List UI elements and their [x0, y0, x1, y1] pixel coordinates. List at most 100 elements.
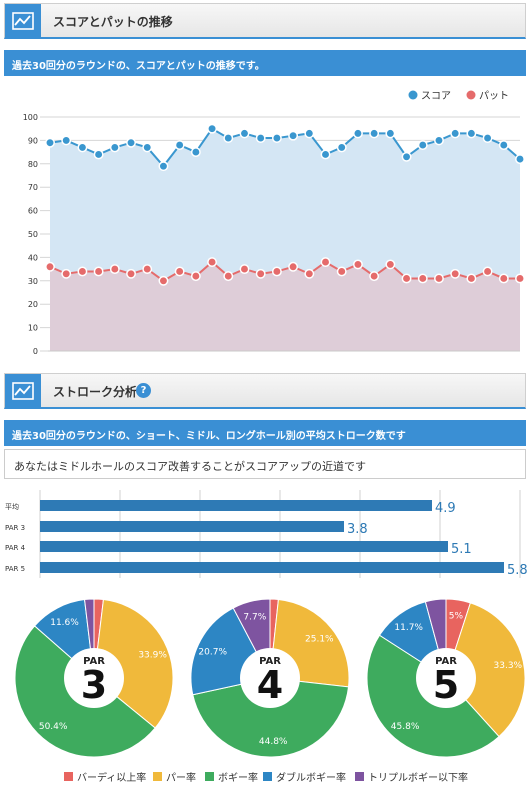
pie-percent-label: 33.9%	[138, 650, 167, 660]
pie-percent-label: 45.8%	[391, 722, 420, 732]
data-point	[515, 273, 525, 284]
bar	[40, 500, 432, 511]
bar	[40, 562, 504, 573]
data-point	[320, 149, 331, 160]
data-point	[482, 133, 493, 144]
data-point	[450, 268, 461, 279]
data-point	[174, 266, 185, 277]
double-bogey-swatch	[263, 772, 272, 781]
data-point	[336, 266, 347, 277]
pie-center-label: PAR	[435, 656, 457, 667]
data-point	[142, 142, 153, 153]
data-point	[45, 137, 55, 148]
section-title: スコアとパットの推移	[53, 15, 173, 29]
pie-slice	[192, 677, 350, 758]
data-point	[288, 261, 299, 272]
bar-category-label: PAR 5	[5, 565, 25, 573]
data-point	[255, 268, 266, 279]
data-point	[434, 273, 444, 284]
pie-center	[64, 648, 124, 708]
legend-label: スコア	[421, 91, 451, 102]
pie-center-number: 5	[433, 663, 459, 707]
data-point	[466, 128, 477, 139]
average-stroke-bar-chart: 平均 4.9 PAR 3 3.8 PAR 4 5.1 PAR 5 5.8	[5, 490, 528, 578]
data-point	[498, 273, 509, 284]
data-point	[239, 264, 250, 275]
y-tick-label: 10	[28, 324, 38, 333]
y-tick-label: 100	[23, 113, 38, 122]
data-point	[336, 142, 347, 153]
data-point	[126, 137, 136, 148]
pie-percent-label: 7.7%	[243, 613, 266, 623]
pie-slice	[93, 599, 174, 729]
legend-label: トリプルボギー以下率	[368, 773, 468, 784]
data-point	[304, 128, 315, 139]
data-point	[158, 161, 169, 172]
pie-percent-label: 25.1%	[305, 634, 334, 644]
data-point	[352, 259, 363, 270]
bar-category-label: PAR 4	[5, 544, 26, 552]
data-point	[190, 147, 201, 158]
data-point	[417, 273, 428, 284]
legend-label: バーディ以上率	[77, 773, 147, 784]
data-point	[174, 140, 185, 151]
data-point	[109, 142, 120, 153]
data-point	[320, 257, 331, 268]
data-point	[255, 133, 266, 144]
y-tick-label: 30	[28, 277, 38, 286]
data-point	[304, 268, 315, 279]
legend-triple-bogey: トリプルボギー以下率	[355, 769, 468, 784]
pie-center	[416, 648, 476, 708]
data-point	[109, 264, 120, 275]
bar-value-label: 5.8	[507, 563, 528, 578]
y-tick-label: 90	[28, 136, 38, 145]
legend-label: ボギー率	[218, 773, 258, 784]
legend-label: ダブルボギー率	[276, 773, 346, 784]
bar-value-label: 5.1	[451, 542, 472, 557]
par-swatch	[153, 772, 162, 781]
bar-value-label: 3.8	[347, 522, 368, 537]
legend-label: パット	[479, 90, 509, 102]
data-point	[158, 275, 169, 286]
bar-category-label: 平均	[5, 502, 19, 511]
data-point	[207, 123, 218, 134]
data-point	[369, 128, 380, 139]
advice-box: あなたはミドルホールのスコア改善することがスコアアップの近道です	[4, 449, 526, 479]
legend-marker	[408, 90, 418, 100]
data-point	[417, 140, 428, 151]
data-point	[77, 142, 88, 153]
data-point	[126, 268, 136, 279]
data-point	[288, 130, 299, 141]
data-point	[190, 271, 201, 282]
data-point	[515, 154, 525, 165]
pie-percent-label: 5%	[449, 612, 464, 622]
birdie-swatch	[64, 772, 73, 781]
triple-bogey-swatch	[355, 772, 364, 781]
help-icon[interactable]: ?	[136, 383, 151, 398]
score-putt-section-header: スコアとパットの推移	[4, 3, 526, 39]
stroke-analysis-section-header: ストローク分析 ?	[4, 373, 526, 409]
pie-percent-label: 44.8%	[259, 737, 288, 747]
series-area	[50, 262, 520, 351]
legend-birdie: バーディ以上率	[64, 769, 146, 784]
line-chart-icon	[5, 4, 41, 37]
data-point	[369, 271, 380, 282]
data-point	[45, 261, 55, 272]
data-point	[482, 266, 493, 277]
data-point	[385, 128, 396, 139]
pie-percent-label: 20.7%	[198, 647, 227, 657]
legend-par: パー率	[153, 769, 196, 784]
bar	[40, 521, 344, 532]
line-chart-icon	[5, 374, 41, 407]
data-point	[271, 133, 282, 144]
y-tick-label: 0	[33, 347, 38, 355]
data-point	[61, 268, 72, 279]
data-point	[61, 135, 72, 146]
score-putt-line-chart: 0 10 20 30 40 50 60 70 80 90 100 スコア パット	[23, 90, 525, 355]
data-point	[93, 266, 104, 277]
data-point	[223, 271, 234, 282]
section-title: ストローク分析	[53, 385, 138, 399]
data-point	[142, 264, 153, 275]
